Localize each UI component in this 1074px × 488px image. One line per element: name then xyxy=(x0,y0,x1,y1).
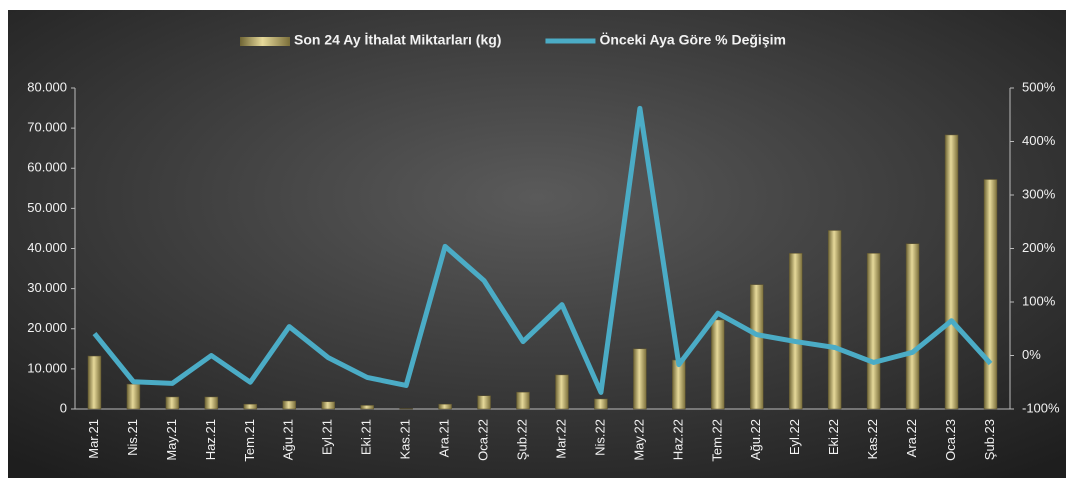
bar xyxy=(361,405,374,409)
x-tick-label: Ağu.21 xyxy=(281,419,296,460)
x-tick-label: Nis.22 xyxy=(592,419,607,456)
x-tick-label: Haz.21 xyxy=(203,419,218,460)
y-tick-label: 20.000 xyxy=(27,320,67,335)
x-tick-label: Ara.21 xyxy=(437,419,452,457)
bar xyxy=(594,399,607,409)
x-tick-label: Ara.22 xyxy=(904,419,919,457)
bar xyxy=(672,360,685,409)
bar xyxy=(88,356,101,409)
y-tick-label: 30.000 xyxy=(27,280,67,295)
bar xyxy=(478,396,491,409)
bar xyxy=(789,253,802,409)
y2-tick-label: 500% xyxy=(1022,79,1056,94)
bar xyxy=(750,285,763,409)
x-tick-label: Kas.22 xyxy=(865,419,880,459)
y-tick-label: 0 xyxy=(60,400,67,415)
x-tick-label: Kas.21 xyxy=(398,419,413,459)
bar xyxy=(984,179,997,409)
y-tick-label: 80.000 xyxy=(27,79,67,94)
bar xyxy=(711,320,724,409)
x-tick-label: Oca.23 xyxy=(943,419,958,461)
bar xyxy=(828,230,841,409)
bar xyxy=(906,244,919,409)
legend-label: Önceki Aya Göre % Değişim xyxy=(599,32,785,48)
y2-tick-label: 300% xyxy=(1022,186,1056,201)
x-tick-label: Eki.21 xyxy=(359,419,374,455)
y2-tick-label: 0% xyxy=(1022,347,1041,362)
y2-tick-label: 400% xyxy=(1022,133,1056,148)
y2-tick-label: -100% xyxy=(1022,400,1060,415)
y-tick-label: 40.000 xyxy=(27,240,67,255)
x-tick-label: May.21 xyxy=(164,419,179,461)
x-tick-label: Mar.22 xyxy=(553,419,568,459)
x-tick-label: Mar.21 xyxy=(86,419,101,459)
bar xyxy=(633,349,646,409)
y2-tick-label: 100% xyxy=(1022,293,1056,308)
x-tick-label: Ağu.22 xyxy=(748,419,763,460)
x-tick-label: Haz.22 xyxy=(670,419,685,460)
x-tick-label: Tem.21 xyxy=(242,419,257,462)
y-tick-label: 50.000 xyxy=(27,200,67,215)
x-tick-label: Nis.21 xyxy=(125,419,140,456)
bar xyxy=(555,375,568,409)
y-tick-label: 70.000 xyxy=(27,120,67,135)
bar xyxy=(439,404,452,409)
x-tick-label: Tem.22 xyxy=(709,419,724,462)
x-tick-label: Şub.22 xyxy=(514,419,529,460)
bar xyxy=(205,397,218,409)
legend-label: Son 24 Ay İthalat Miktarları (kg) xyxy=(294,32,501,48)
bar xyxy=(127,384,140,409)
y-tick-label: 10.000 xyxy=(27,360,67,375)
bar xyxy=(166,397,179,409)
bar xyxy=(867,253,880,409)
x-tick-label: Eki.22 xyxy=(826,419,841,455)
x-tick-label: May.22 xyxy=(631,419,646,461)
bar xyxy=(945,135,958,409)
x-tick-label: Eyl.21 xyxy=(320,419,335,455)
x-tick-label: Şub.23 xyxy=(982,419,997,460)
bar xyxy=(244,404,257,409)
bar xyxy=(283,401,296,409)
y2-tick-label: 200% xyxy=(1022,240,1056,255)
bar xyxy=(517,392,530,409)
y-tick-label: 60.000 xyxy=(27,160,67,175)
x-tick-label: Oca.22 xyxy=(476,419,491,461)
bar xyxy=(322,402,335,409)
legend-swatch xyxy=(240,37,290,46)
x-tick-label: Eyl.22 xyxy=(787,419,802,455)
